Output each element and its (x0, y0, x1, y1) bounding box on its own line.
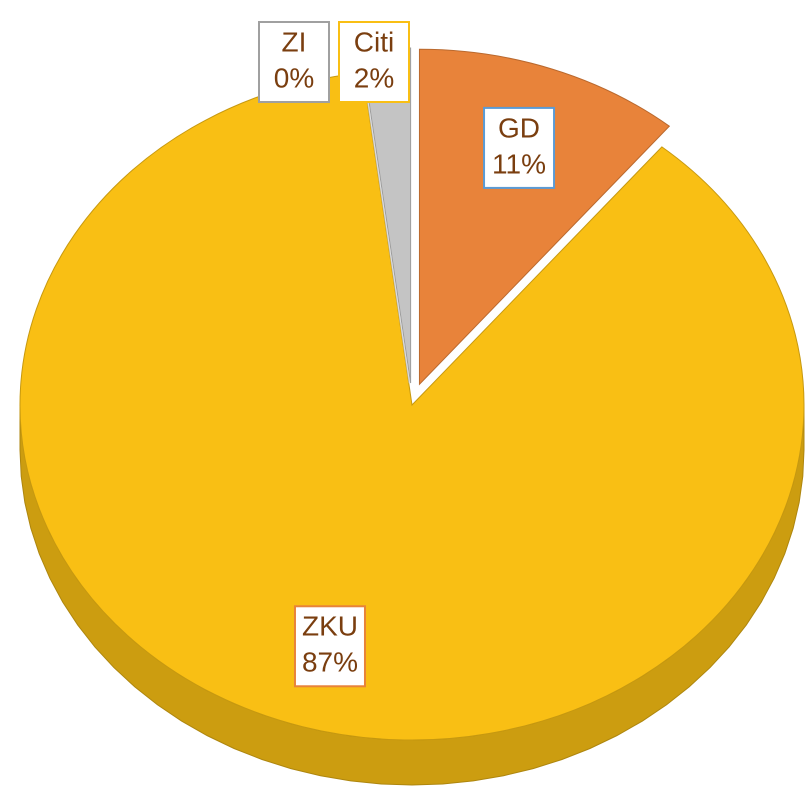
label-value: 87% (302, 647, 358, 678)
data-label: ZKU 87% (293, 605, 366, 688)
slice (418, 48, 671, 386)
label-value: 11% (492, 148, 546, 179)
label-category: ZKU (302, 611, 358, 642)
label-category: Citi (354, 26, 394, 57)
data-label: GD 11% (483, 106, 556, 189)
label-value: 0% (274, 62, 314, 93)
label-box (483, 106, 556, 189)
label-category: GD (498, 112, 540, 143)
data-label: Citi 2% (338, 21, 410, 103)
label-value: 2% (354, 62, 394, 93)
label-box (258, 21, 330, 103)
label-category: ZI (282, 26, 307, 57)
data-label: ZI 0% (258, 21, 330, 103)
label-box (338, 21, 410, 103)
slice (19, 72, 805, 741)
label-box (293, 605, 366, 688)
